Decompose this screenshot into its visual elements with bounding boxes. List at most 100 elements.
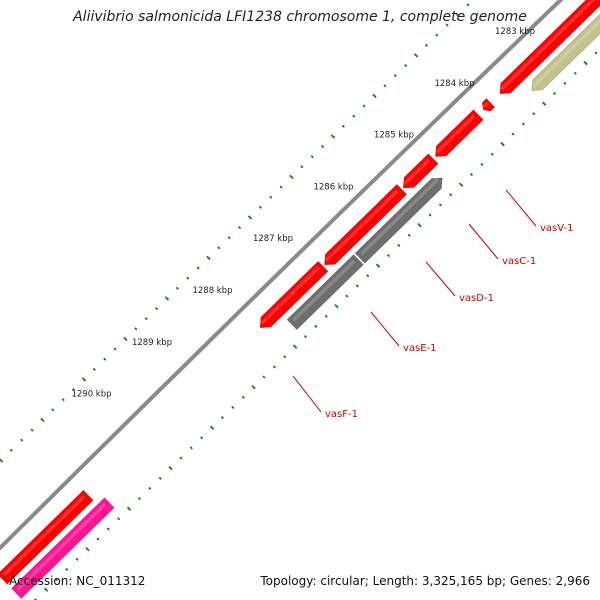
tick-dot-outer	[123, 336, 128, 342]
tick-dot-outer	[238, 225, 242, 230]
tick-dot-outer	[247, 215, 253, 220]
tick-dot-outer	[30, 428, 34, 432]
tick-dot-outer	[81, 377, 87, 382]
cds-gray	[286, 254, 364, 331]
tick-dot-outer	[206, 255, 211, 261]
tick-dot-outer	[300, 165, 304, 169]
tick-dot-inner	[366, 274, 370, 278]
tick-dot-inner	[209, 425, 215, 430]
tick-dot-inner	[386, 253, 391, 258]
cds-pink	[11, 497, 115, 599]
tick-dot-outer	[341, 124, 345, 128]
tick-dot-outer	[289, 174, 294, 180]
tick-dot-outer	[175, 286, 179, 290]
gene-label: vasF-1	[325, 409, 358, 420]
cds-gray	[354, 177, 443, 264]
tick-labels: 1283 kbp 1284 kbp 1285 kbp 1286 kbp 1287 kbp…	[71, 27, 535, 400]
tick-dot-outer	[40, 417, 45, 423]
cds-khaki	[531, 13, 600, 91]
gene-label: vasE-1	[403, 343, 437, 354]
tick-dot-inner	[345, 294, 349, 298]
accession-text: Accession: NC_011312	[9, 574, 146, 588]
tick-dot-inner	[272, 365, 276, 369]
tick-dot-inner	[375, 263, 381, 268]
tick-dot-inner	[43, 587, 49, 592]
tick-dot-outer	[424, 43, 428, 47]
tick-dot-inner	[480, 162, 484, 166]
tick-dot-outer	[372, 93, 377, 99]
gene-callout-line	[425, 261, 456, 297]
tick-dot-inner	[541, 101, 547, 106]
tick-dot-outer	[455, 12, 460, 18]
tick-label: 1286 kbp	[313, 182, 353, 192]
genome-summary-text: Topology: circular; Length: 3,325,165 bp…	[260, 574, 590, 588]
tick-dot-inner	[262, 375, 266, 379]
backbone-line	[0, 0, 564, 550]
tick-dot-inner	[96, 537, 100, 541]
tick-dot-inner	[283, 355, 287, 359]
tick-label: 1284 kbp	[434, 79, 474, 89]
tick-label: 1289 kbp	[132, 338, 172, 348]
tick-dot-outer	[383, 84, 387, 88]
cds-red-shine	[260, 266, 320, 325]
tick-dot-outer	[227, 236, 231, 240]
tick-dot-inner	[179, 456, 183, 460]
tick-dot-outer	[404, 63, 408, 68]
tick-dot-inner	[303, 334, 308, 339]
cds-red-shine	[435, 114, 476, 154]
tick-dot-outer	[362, 104, 366, 108]
tick-dot-outer	[92, 367, 96, 371]
cds-red-shine	[403, 158, 431, 185]
tick-dot-inner	[106, 527, 110, 531]
tick-label: 1288 kbp	[192, 286, 232, 296]
tick-dot-inner	[85, 547, 90, 552]
cds-pink-shine	[16, 502, 107, 591]
tick-dot-outer	[164, 296, 170, 301]
tick-label: 1287 kbp	[253, 234, 293, 244]
tick-dot-outer	[321, 144, 325, 149]
tick-label: 1285 kbp	[374, 131, 414, 141]
tick-dot-outer	[279, 185, 283, 189]
tick-dot-inner	[594, 51, 598, 55]
tick-dot-inner	[490, 152, 494, 156]
gene-callout-line	[292, 375, 322, 413]
cds-gray-shine	[360, 177, 440, 256]
tick-label: 1283 kbp	[495, 27, 535, 37]
tick-dot-outer	[9, 448, 13, 452]
tick-dot-inner	[458, 182, 464, 187]
tick-dot-inner	[417, 222, 422, 228]
tick-dot-outer	[269, 195, 273, 199]
tick-dot-inner	[148, 486, 152, 491]
gene-callout-line	[505, 189, 537, 227]
tick-dot-outer	[155, 307, 159, 311]
gene-label: vasV-1	[540, 223, 573, 234]
tick-dot-inner	[200, 436, 204, 440]
tick-dot-inner	[54, 578, 58, 582]
cds-red-shine	[2, 495, 86, 577]
tick-dot-inner	[117, 517, 121, 521]
tick-dot-outer	[445, 23, 449, 27]
tick-dot-inner	[168, 466, 173, 471]
tick-dot-inner	[241, 395, 245, 399]
cds-gray-shine	[292, 259, 356, 322]
tick-dot-inner	[355, 284, 359, 288]
gene-label: vasD-1	[459, 293, 494, 304]
tick-dot-inner	[334, 303, 339, 309]
tick-dot-inner	[231, 405, 235, 409]
tick-dot-inner	[438, 203, 442, 207]
map-title: Aliivibrio salmonicida LFI1238 chromosom…	[73, 9, 527, 25]
tick-dot-inner	[407, 233, 411, 237]
backbone	[0, 0, 564, 550]
tick-dot-outer	[72, 388, 76, 392]
tick-dot-outer	[61, 398, 65, 402]
tick-dot-inner	[521, 122, 525, 126]
tick-dot-outer	[393, 74, 397, 78]
tick-dot-inner	[397, 243, 401, 247]
cds-red-shine	[500, 0, 596, 91]
tick-dot-inner	[469, 172, 474, 177]
tick-dot-outer	[258, 205, 262, 209]
cds-red	[435, 109, 484, 157]
tick-dot-inner	[563, 81, 567, 85]
